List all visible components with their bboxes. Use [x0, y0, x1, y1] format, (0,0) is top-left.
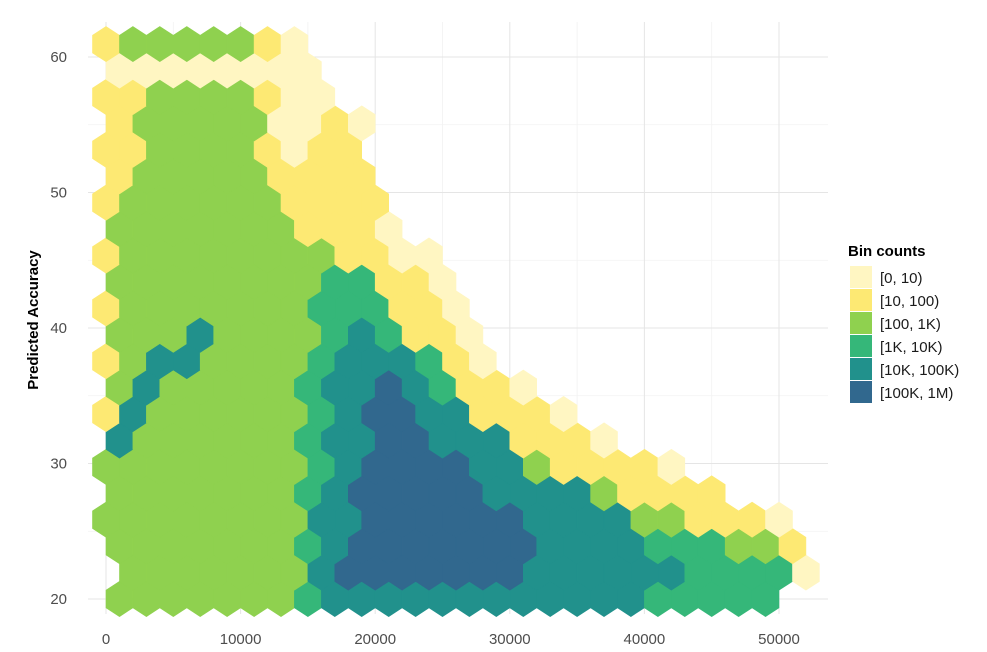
hex-cell [697, 475, 726, 512]
y-tick-label: 60 [50, 49, 67, 66]
hexbin-cells [92, 26, 820, 617]
x-tick-label: 50000 [758, 631, 800, 648]
legend-swatch [850, 266, 872, 288]
legend-swatch [850, 358, 872, 380]
hex-cell [347, 105, 376, 142]
y-tick-label: 40 [50, 320, 67, 337]
x-tick-label: 10000 [220, 631, 262, 648]
y-axis-ticks: 20 30 40 50 60 [50, 49, 67, 608]
legend-label: [100, 1K) [880, 316, 941, 333]
x-tick-label: 20000 [354, 631, 396, 648]
hex-cell [509, 369, 538, 406]
legend-swatch [850, 312, 872, 334]
legend-swatch [850, 289, 872, 311]
legend-items: [0, 10) [10, 100) [100, 1K) [1K, 10K) [10K, … [850, 266, 959, 403]
x-tick-label: 40000 [624, 631, 666, 648]
hex-cell [590, 422, 618, 459]
hex-cell [280, 26, 309, 63]
legend-swatch [850, 335, 872, 357]
x-axis-ticks: 0 10000 20000 30000 40000 50000 [102, 631, 800, 648]
legend-label: [10, 100) [880, 293, 939, 310]
hex-cell [765, 501, 793, 538]
legend-label: [0, 10) [880, 270, 923, 287]
y-tick-label: 50 [50, 185, 67, 202]
legend-label: [10K, 100K) [880, 362, 959, 379]
legend: Bin counts [0, 10) [10, 100) [100, 1K) [1K,… [848, 243, 959, 403]
y-axis-title: Predicted Accuracy [25, 250, 42, 390]
x-tick-label: 30000 [489, 631, 531, 648]
legend-label: [1K, 10K) [880, 339, 943, 356]
legend-label: [100K, 1M) [880, 385, 953, 402]
hex-cell [415, 237, 443, 274]
y-tick-label: 20 [50, 591, 67, 608]
legend-swatch [850, 381, 872, 403]
hex-cell [549, 396, 578, 433]
legend-title: Bin counts [848, 243, 926, 260]
hex-cell [657, 448, 686, 485]
x-tick-label: 0 [102, 631, 110, 648]
y-tick-label: 30 [50, 456, 67, 473]
